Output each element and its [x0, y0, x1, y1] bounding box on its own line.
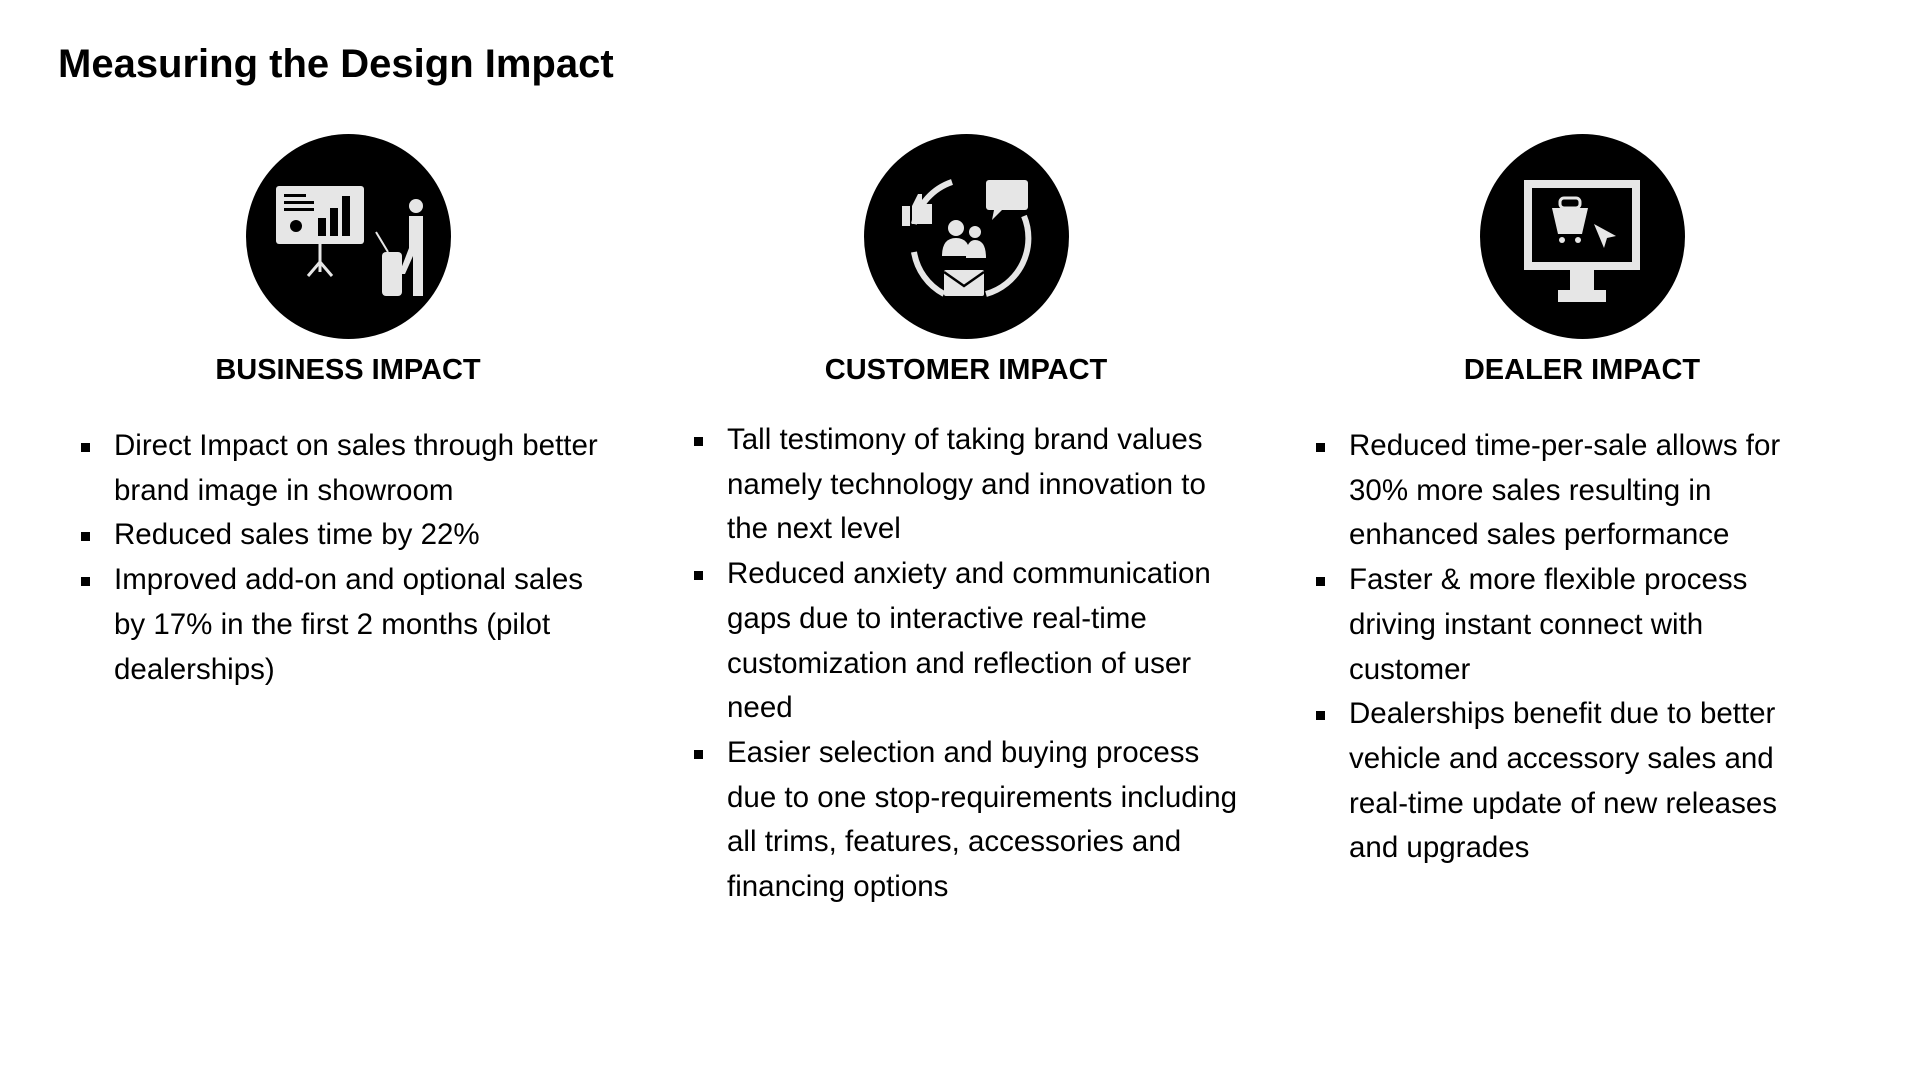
- list-item: Faster & more flexible process driving i…: [1316, 558, 1831, 692]
- monitor-shopping-cart-icon: [1480, 134, 1685, 339]
- presentation-icon: [246, 134, 451, 339]
- list-item: Easier selection and buying process due …: [694, 731, 1243, 910]
- list-item: Tall testimony of taking brand values na…: [694, 418, 1243, 552]
- list-item: Improved add-on and optional sales by 17…: [81, 558, 614, 692]
- customer-communication-icon: [864, 134, 1069, 339]
- business-impact-list: Direct Impact on sales through better br…: [81, 424, 614, 692]
- dealer-impact-list: Reduced time-per-sale allows for 30% mor…: [1316, 424, 1831, 871]
- business-impact-heading: BUSINESS IMPACT: [215, 354, 481, 386]
- list-item: Reduced anxiety and communication gaps d…: [694, 552, 1243, 731]
- list-item: Dealerships benefit due to better vehicl…: [1316, 692, 1831, 871]
- list-item: Reduced time-per-sale allows for 30% mor…: [1316, 424, 1831, 558]
- list-item: Reduced sales time by 22%: [81, 513, 614, 558]
- page-title: Measuring the Design Impact: [58, 42, 614, 86]
- dealer-impact-heading: DEALER IMPACT: [1463, 354, 1701, 386]
- list-item: Direct Impact on sales through better br…: [81, 424, 614, 513]
- customer-impact-list: Tall testimony of taking brand values na…: [694, 418, 1243, 910]
- customer-impact-heading: CUSTOMER IMPACT: [824, 354, 1108, 386]
